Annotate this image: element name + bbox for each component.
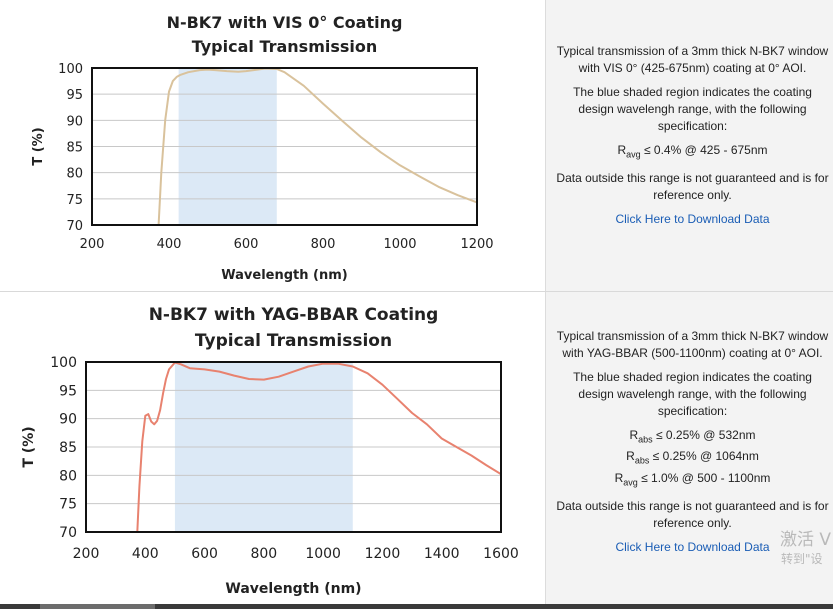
download-data-link[interactable]: Click Here to Download Data <box>615 540 770 555</box>
description-intro: Typical transmission of a 3mm thick N-BK… <box>556 329 829 360</box>
plot-frame <box>91 67 478 226</box>
chart-subtitle: Typical Transmission <box>192 37 378 56</box>
chart-title: N-BK7 with YAG-BBAR Coating <box>149 305 439 325</box>
chart-row-vis: N-BK7 with VIS 0° Coating Typical Transmi… <box>0 0 833 292</box>
y-tick-label: 80 <box>59 468 77 484</box>
spec-line: Rabs ≤ 0.25% @ 532nm <box>629 428 756 445</box>
x-tick-label: 1000 <box>305 546 341 562</box>
description-disclaimer: Data outside this range is not guarantee… <box>556 499 829 531</box>
y-tick-label: 70 <box>59 525 77 541</box>
x-tick-label: 1200 <box>460 237 493 252</box>
y-axis-label: T (%) <box>21 426 37 467</box>
x-tick-label: 200 <box>73 546 100 562</box>
x-tick-label: 400 <box>157 237 182 252</box>
description-shaded-note: The blue shaded region indicates the coa… <box>573 85 812 133</box>
spec-line: Rabs ≤ 0.25% @ 1064nm <box>626 449 759 466</box>
y-axis-label: T (%) <box>31 127 46 165</box>
x-tick-label: 400 <box>132 546 159 562</box>
x-tick-label: 800 <box>250 546 277 562</box>
spec-list: Rabs ≤ 0.25% @ 532nm Rabs ≤ 0.25% @ 1064… <box>556 427 829 491</box>
scrollbar-thumb[interactable] <box>40 604 155 609</box>
chart-title: N-BK7 with VIS 0° Coating <box>167 13 403 32</box>
y-tick-label: 95 <box>59 383 77 399</box>
x-tick-label: 1000 <box>383 237 416 252</box>
x-tick-label: 600 <box>191 546 218 562</box>
y-tick-label: 90 <box>59 412 77 428</box>
yag-bbar-transmission-chart: N-BK7 with YAG-BBAR Coating Typical Trans… <box>21 305 519 597</box>
x-tick-label: 200 <box>80 237 105 252</box>
y-tick-label: 70 <box>66 219 83 234</box>
transmission-line <box>136 362 501 532</box>
chart-row-yag-bbar: N-BK7 with YAG-BBAR Coating Typical Trans… <box>0 292 833 609</box>
description-disclaimer: Data outside this range is not guarantee… <box>556 171 829 203</box>
activation-watermark: 激活 V <box>780 530 832 550</box>
transmission-line <box>157 68 477 225</box>
chart-subtitle: Typical Transmission <box>195 331 392 351</box>
y-tick-label: 75 <box>59 497 77 513</box>
x-tick-label: 1400 <box>424 546 460 562</box>
description-block-vis: Typical transmission of a 3mm thick N-BK… <box>556 43 829 228</box>
y-tick-label: 75 <box>66 193 83 208</box>
x-tick-label: 1600 <box>483 546 519 562</box>
description-cell-vis: Typical transmission of a 3mm thick N-BK… <box>545 0 833 292</box>
y-tick-label: 80 <box>66 167 83 182</box>
y-tick-label: 100 <box>50 355 77 371</box>
y-tick-label: 85 <box>66 141 83 156</box>
row-divider <box>0 291 833 292</box>
x-axis-label: Wavelength (nm) <box>225 581 361 597</box>
activation-watermark-sub: 转到"设 <box>781 552 823 566</box>
description-shaded-note: The blue shaded region indicates the coa… <box>573 370 812 418</box>
spec-list: Ravg ≤ 0.4% @ 425 - 675nm <box>556 142 829 163</box>
x-tick-label: 1200 <box>365 546 401 562</box>
description-intro: Typical transmission of a 3mm thick N-BK… <box>556 44 829 75</box>
y-tick-label: 95 <box>66 88 83 103</box>
vis-transmission-chart: N-BK7 with VIS 0° Coating Typical Transmi… <box>31 13 494 283</box>
chart-cell-yag-bbar: N-BK7 with YAG-BBAR Coating Typical Trans… <box>0 292 545 609</box>
description-cell-yag-bbar: Typical transmission of a 3mm thick N-BK… <box>545 292 833 609</box>
bottom-scrollbar[interactable] <box>0 604 833 609</box>
y-tick-label: 100 <box>58 62 83 77</box>
y-tick-label: 90 <box>66 114 83 129</box>
x-axis-label: Wavelength (nm) <box>221 268 347 283</box>
plot-frame <box>85 361 502 533</box>
description-block-yag-bbar: Typical transmission of a 3mm thick N-BK… <box>556 328 829 556</box>
spec-line: Ravg ≤ 0.4% @ 425 - 675nm <box>617 143 768 160</box>
x-tick-label: 600 <box>234 237 259 252</box>
x-tick-label: 800 <box>311 237 336 252</box>
chart-cell-vis: N-BK7 with VIS 0° Coating Typical Transmi… <box>0 0 545 292</box>
download-data-link[interactable]: Click Here to Download Data <box>615 212 770 227</box>
y-tick-label: 85 <box>59 440 77 456</box>
spec-line: Ravg ≤ 1.0% @ 500 - 1100nm <box>614 470 771 488</box>
